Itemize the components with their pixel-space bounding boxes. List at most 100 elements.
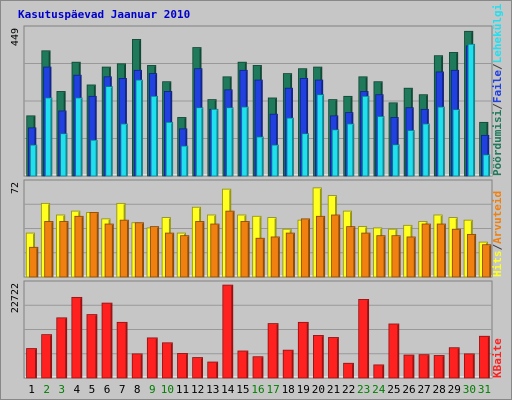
bar-Arvuteid-day-19-shade bbox=[308, 219, 310, 277]
x-tick-label-day-12: 12 bbox=[191, 383, 204, 396]
x-tick-label-day-22: 22 bbox=[342, 383, 355, 396]
bar-Lehekülgi-day-31-shade bbox=[488, 155, 490, 176]
bar-Lehekülgi-day-2-shade bbox=[50, 98, 52, 176]
bar-KBaite-day-26-shade bbox=[412, 356, 414, 378]
bar-Lehekülgi-day-5-shade bbox=[95, 141, 98, 176]
bar-KBaite-day-1-shade bbox=[35, 349, 37, 378]
bar-KBaite-day-3-shade bbox=[65, 318, 67, 378]
x-tick-label-day-23: 23 bbox=[357, 383, 370, 396]
bar-KBaite-day-19-shade bbox=[306, 323, 309, 378]
bar-KBaite-day-25-shade bbox=[397, 324, 399, 378]
legend-bottom: KBaite bbox=[491, 338, 504, 378]
bar-Arvuteid-day-23-shade bbox=[368, 234, 371, 277]
legend-middle: Hits/Arvuteid bbox=[491, 191, 504, 277]
bar-KBaite-day-28-shade bbox=[442, 356, 445, 378]
bar-Arvuteid-day-10-shade bbox=[172, 234, 174, 277]
panel-2-max-label: 72 bbox=[10, 182, 21, 194]
bar-KBaite-day-20-shade bbox=[321, 336, 324, 378]
bar-KBaite-day-2-shade bbox=[50, 335, 52, 378]
x-tick-label-day-2: 2 bbox=[43, 383, 50, 396]
panel-1-max-label: 449 bbox=[10, 28, 21, 46]
bar-KBaite-day-17-shade bbox=[276, 324, 279, 378]
bar-KBaite-day-29-shade bbox=[457, 348, 460, 378]
bar-KBaite-day-6-shade bbox=[110, 304, 113, 378]
bar-Lehekülgi-day-8-shade bbox=[141, 81, 143, 176]
legend-entry-/: / bbox=[491, 244, 504, 251]
bar-KBaite-day-27-shade bbox=[427, 355, 430, 378]
bar-Arvuteid-day-4-shade bbox=[81, 217, 84, 277]
x-tick-label-day-11: 11 bbox=[176, 383, 189, 396]
x-tick-label-day-1: 1 bbox=[28, 383, 35, 396]
bar-Lehekülgi-day-27-shade bbox=[427, 124, 430, 176]
bar-Lehekülgi-day-28-shade bbox=[442, 108, 445, 176]
bar-KBaite-day-13-shade bbox=[216, 363, 218, 378]
legend-entry-Faile: Faile bbox=[491, 70, 504, 103]
bar-KBaite-day-4-shade bbox=[80, 298, 82, 378]
bar-Arvuteid-day-13-shade bbox=[217, 225, 220, 277]
bar-Lehekülgi-day-3-shade bbox=[65, 134, 68, 176]
x-tick-label-day-31: 31 bbox=[478, 383, 491, 396]
bar-Arvuteid-day-15-shade bbox=[247, 222, 250, 277]
bar-Lehekülgi-day-6-shade bbox=[110, 87, 113, 176]
x-tick-label-day-25: 25 bbox=[387, 383, 400, 396]
bar-Lehekülgi-day-25-shade bbox=[397, 145, 400, 176]
bar-KBaite-day-15-shade bbox=[246, 351, 248, 378]
x-tick-label-day-13: 13 bbox=[206, 383, 219, 396]
bar-KBaite-day-14-shade bbox=[231, 286, 233, 378]
bar-Lehekülgi-day-10-shade bbox=[171, 123, 173, 176]
bar-Lehekülgi-day-21-shade bbox=[337, 130, 339, 176]
bar-Arvuteid-day-14-shade bbox=[232, 212, 235, 277]
x-tick-label-day-29: 29 bbox=[448, 383, 461, 396]
x-tick-label-day-24: 24 bbox=[372, 383, 386, 396]
bar-Arvuteid-day-22-shade bbox=[353, 227, 355, 277]
x-tick-label-day-21: 21 bbox=[327, 383, 340, 396]
x-tick-label-day-10: 10 bbox=[161, 383, 174, 396]
bar-Arvuteid-day-24-shade bbox=[383, 236, 386, 277]
bar-Arvuteid-day-29-shade bbox=[459, 230, 461, 277]
bar-Arvuteid-day-28-shade bbox=[444, 225, 446, 277]
bar-Arvuteid-day-21-shade bbox=[338, 216, 340, 277]
bar-Arvuteid-day-8-shade bbox=[142, 223, 144, 277]
bar-Lehekülgi-day-29-shade bbox=[458, 110, 460, 176]
bar-KBaite-day-21-shade bbox=[336, 338, 339, 378]
bar-Arvuteid-day-17-shade bbox=[277, 237, 280, 277]
x-tick-label-day-6: 6 bbox=[104, 383, 111, 396]
bar-Arvuteid-day-26-shade bbox=[413, 237, 416, 277]
bar-Arvuteid-day-2-shade bbox=[51, 222, 53, 277]
bar-KBaite-day-31-shade bbox=[487, 337, 490, 378]
x-tick-label-day-26: 26 bbox=[402, 383, 415, 396]
bar-Arvuteid-day-20-shade bbox=[323, 217, 325, 277]
bar-Lehekülgi-day-22-shade bbox=[352, 124, 354, 176]
legend-entry-KBaite: KBaite bbox=[491, 338, 504, 378]
chart-title: Kasutuspäevad Jaanuar 2010 bbox=[18, 8, 191, 21]
bar-Lehekülgi-day-26-shade bbox=[412, 131, 415, 176]
bar-Lehekülgi-day-13-shade bbox=[216, 110, 218, 176]
x-tick-label-day-18: 18 bbox=[282, 383, 295, 396]
legend-entry-/: / bbox=[491, 63, 504, 70]
x-tick-label-day-20: 20 bbox=[312, 383, 325, 396]
bar-Lehekülgi-day-17-shade bbox=[276, 146, 279, 176]
legend-top: Pöördumisi/Faile/Lehekülgi bbox=[491, 3, 504, 176]
bar-Lehekülgi-day-20-shade bbox=[322, 95, 324, 176]
bar-Lehekülgi-day-16-shade bbox=[261, 137, 264, 176]
x-tick-label-day-5: 5 bbox=[89, 383, 96, 396]
bar-Faile-day-5-shade bbox=[94, 97, 97, 176]
bar-KBaite-day-9-shade bbox=[155, 338, 158, 378]
bar-KBaite-day-12-shade bbox=[201, 358, 203, 378]
x-tick-label-day-3: 3 bbox=[58, 383, 65, 396]
x-tick-label-day-27: 27 bbox=[417, 383, 430, 396]
bar-Lehekülgi-day-24-shade bbox=[382, 117, 385, 176]
x-tick-label-day-9: 9 bbox=[149, 383, 156, 396]
bar-Lehekülgi-day-14-shade bbox=[231, 108, 234, 176]
bar-KBaite-day-5-shade bbox=[95, 315, 97, 378]
x-tick-label-day-28: 28 bbox=[433, 383, 446, 396]
bar-Lehekülgi-day-5 bbox=[90, 139, 98, 177]
bar-Arvuteid-day-18-shade bbox=[293, 234, 295, 277]
bar-Arvuteid-day-11-shade bbox=[187, 236, 189, 277]
x-tick-label-day-14: 14 bbox=[221, 383, 235, 396]
bar-Lehekülgi-day-12-shade bbox=[201, 108, 203, 176]
bar-Lehekülgi-day-23-shade bbox=[367, 97, 369, 176]
bar-Lehekülgi-day-1-shade bbox=[35, 146, 37, 176]
legend-entry-/: / bbox=[491, 103, 504, 110]
